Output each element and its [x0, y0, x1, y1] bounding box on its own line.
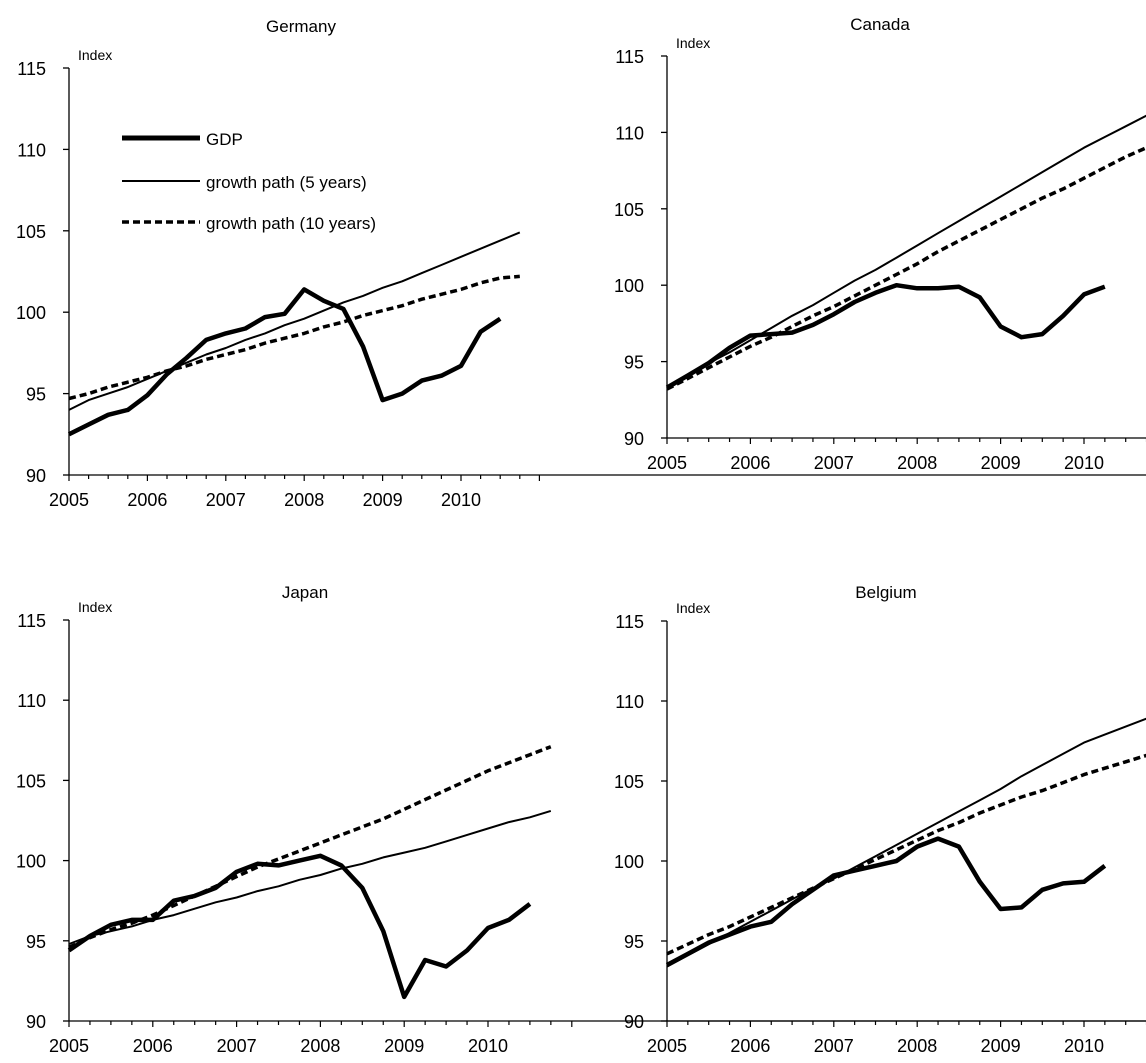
panel-japan: Japan Index 90 95 100 105 110 115 2005 2006 2007 20…	[16, 583, 1146, 1056]
x-tick-label-germany-2007: 2007	[206, 490, 246, 510]
series-line-japan-dashed	[68, 745, 552, 949]
x-tick-label-japan-2005: 2005	[49, 1036, 89, 1056]
y-tick-label-germany-90: 90	[26, 466, 46, 486]
series-line-belgium-dashed	[666, 753, 1146, 956]
y-tick-label-canada-95: 95	[624, 353, 644, 373]
legend-label-gdp: GDP	[206, 130, 243, 149]
panel-title-belgium: Belgium	[855, 583, 916, 602]
x-tick-label-belgium-2006: 2006	[730, 1036, 770, 1056]
series-line-canada-dashed	[666, 146, 1146, 391]
x-tick-label-germany-2005: 2005	[49, 490, 89, 510]
y-tick-label-canada-100: 100	[614, 276, 644, 296]
y-tick-label-canada-115: 115	[615, 47, 644, 67]
y-tick-label-japan-95: 95	[26, 932, 46, 952]
series-line-japan-thin	[68, 809, 552, 945]
panel-belgium: Belgium Index 90 95 100 105 110 115 2005 2006 2007…	[614, 583, 1146, 1056]
x-tick-label-canada-2008: 2008	[897, 453, 937, 473]
y-tick-label-belgium-95: 95	[624, 932, 644, 952]
y-axis-label-belgium: Index	[676, 600, 710, 616]
legend-label-growth-10y: growth path (10 years)	[206, 214, 376, 233]
y-tick-label-germany-95: 95	[26, 385, 46, 405]
x-tick-label-germany-2010: 2010	[441, 490, 481, 510]
x-tick-label-germany-2008: 2008	[284, 490, 324, 510]
y-tick-label-canada-90: 90	[624, 429, 644, 449]
series-line-japan-thick	[67, 853, 532, 1000]
y-tick-label-japan-105: 105	[16, 771, 46, 791]
y-tick-label-belgium-110: 110	[615, 692, 644, 712]
y-axis-label-japan: Index	[78, 599, 112, 615]
y-tick-label-belgium-105: 105	[614, 772, 644, 792]
y-tick-label-belgium-100: 100	[614, 852, 644, 872]
y-tick-label-japan-90: 90	[26, 1012, 46, 1032]
x-tick-label-germany-2006: 2006	[127, 490, 167, 510]
series-line-canada-thin	[666, 114, 1146, 390]
panel-canada: Canada Index 90 95 100 105 110 115 2005 2006 2007 2…	[614, 15, 1146, 473]
y-tick-label-japan-115: 115	[17, 611, 46, 631]
series-line-canada-thick	[665, 282, 1106, 390]
x-tick-label-japan-2010: 2010	[468, 1036, 508, 1056]
x-tick-label-japan-2006: 2006	[133, 1036, 173, 1056]
y-tick-label-belgium-90: 90	[624, 1012, 644, 1032]
series-line-belgium-thin	[666, 717, 1146, 968]
x-tick-label-belgium-2005: 2005	[647, 1036, 687, 1056]
legend-label-growth-5y: growth path (5 years)	[206, 173, 367, 192]
y-axis-label-germany: Index	[78, 47, 112, 63]
x-tick-label-japan-2007: 2007	[217, 1036, 257, 1056]
y-tick-label-germany-110: 110	[17, 140, 46, 160]
y-tick-label-germany-115: 115	[17, 59, 46, 79]
panel-title-canada: Canada	[850, 15, 910, 34]
legend: GDP growth path (5 years) growth path (1…	[122, 130, 376, 233]
y-tick-label-germany-100: 100	[16, 303, 46, 323]
x-tick-label-canada-2006: 2006	[730, 453, 770, 473]
x-tick-label-canada-2009: 2009	[981, 453, 1021, 473]
x-tick-label-belgium-2008: 2008	[897, 1036, 937, 1056]
panel-germany: Germany Index 90 95 100 105 110 115 2005 2006 2007…	[16, 17, 1146, 510]
series-line-belgium-thick	[665, 836, 1107, 967]
panel-title-japan: Japan	[282, 583, 328, 602]
x-tick-label-belgium-2010: 2010	[1064, 1036, 1104, 1056]
y-tick-label-japan-100: 100	[16, 852, 46, 872]
x-tick-label-belgium-2009: 2009	[981, 1036, 1021, 1056]
series-line-germany-thick	[67, 287, 502, 437]
panel-title-germany: Germany	[266, 17, 336, 36]
y-tick-label-germany-105: 105	[16, 222, 46, 242]
y-tick-label-japan-110: 110	[17, 691, 46, 711]
x-tick-label-japan-2009: 2009	[384, 1036, 424, 1056]
x-tick-label-germany-2009: 2009	[363, 490, 403, 510]
x-tick-label-canada-2007: 2007	[814, 453, 854, 473]
y-tick-label-canada-105: 105	[614, 200, 644, 220]
series-line-germany-thin	[68, 231, 521, 411]
x-tick-label-japan-2008: 2008	[300, 1036, 340, 1056]
series-line-germany-dashed	[68, 274, 520, 401]
y-axis-label-canada: Index	[676, 35, 710, 51]
y-tick-label-canada-110: 110	[615, 123, 644, 143]
y-tick-label-belgium-115: 115	[615, 612, 644, 632]
x-tick-label-canada-2010: 2010	[1064, 453, 1104, 473]
x-tick-label-belgium-2007: 2007	[814, 1036, 854, 1056]
x-tick-label-canada-2005: 2005	[647, 453, 687, 473]
